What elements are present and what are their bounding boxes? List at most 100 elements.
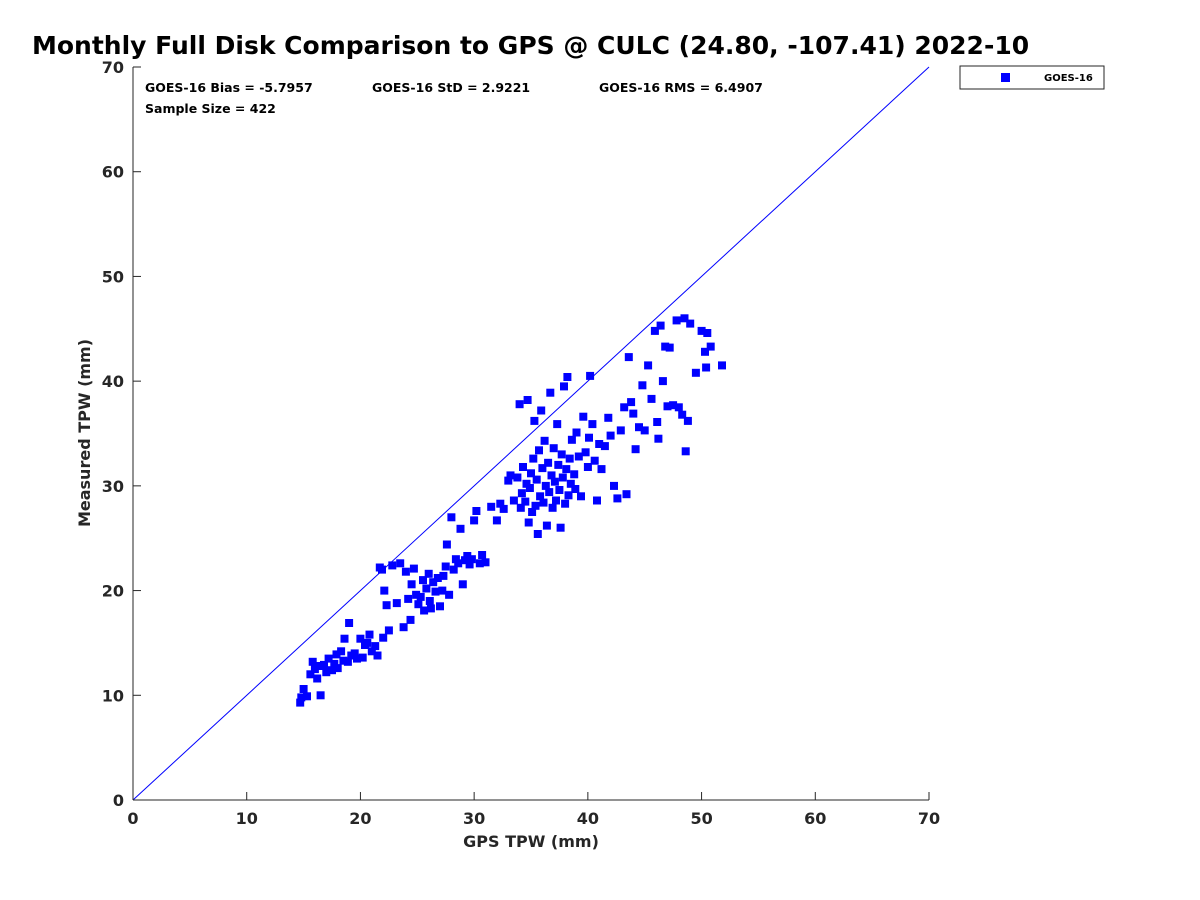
- axes: [132, 67, 929, 801]
- data-point-0-107: [537, 406, 546, 415]
- y-tick-label: 60: [102, 163, 124, 182]
- data-point-0-19: [340, 634, 349, 643]
- y-tick-label: 40: [102, 372, 124, 391]
- data-point-0-181: [683, 416, 692, 425]
- data-point-0-84: [499, 504, 508, 513]
- data-point-0-12: [324, 654, 333, 663]
- reference-line-layer: [132, 66, 930, 801]
- data-point-0-56: [426, 604, 435, 613]
- chart-title: Monthly Full Disk Comparison to GPS @ CU…: [32, 31, 1029, 60]
- data-point-0-188: [718, 361, 726, 370]
- data-point-0-135: [570, 470, 579, 479]
- y-tick-label: 0: [113, 791, 124, 810]
- data-point-0-139: [577, 492, 585, 501]
- data-point-0-155: [616, 426, 625, 435]
- data-point-0-130: [563, 373, 572, 381]
- y-tick-label: 20: [102, 582, 124, 601]
- data-point-0-118: [549, 444, 558, 453]
- data-point-0-163: [638, 381, 647, 390]
- data-point-0-65: [445, 590, 454, 599]
- data-point-0-93: [521, 497, 530, 506]
- data-point-0-174: [665, 343, 674, 352]
- data-point-0-61: [438, 586, 447, 595]
- data-point-0-91: [517, 489, 526, 498]
- data-point-0-64: [442, 540, 451, 549]
- data-point-0-182: [686, 319, 695, 328]
- data-point-0-2: [299, 685, 308, 693]
- data-point-0-178: [678, 410, 687, 419]
- data-point-0-131: [564, 491, 573, 500]
- data-point-0-80: [481, 558, 490, 567]
- data-point-0-50: [416, 592, 425, 601]
- data-point-0-20: [343, 657, 352, 666]
- data-point-0-54: [424, 569, 433, 578]
- data-point-0-15: [332, 650, 341, 659]
- data-point-0-41: [396, 559, 405, 568]
- y-axis-label: Measured TPW (mm): [75, 339, 94, 527]
- data-point-0-125: [557, 450, 566, 459]
- data-point-0-151: [604, 413, 613, 422]
- marker-layer: [296, 314, 726, 707]
- data-point-0-30: [367, 647, 376, 656]
- data-point-0-169: [654, 434, 663, 443]
- data-point-0-157: [622, 490, 631, 499]
- data-point-0-48: [412, 590, 421, 599]
- data-point-0-3: [303, 692, 311, 701]
- data-point-0-37: [382, 601, 391, 610]
- data-point-0-77: [472, 507, 481, 515]
- data-point-0-144: [586, 371, 595, 380]
- data-point-0-29: [365, 630, 374, 639]
- data-point-0-71: [458, 580, 467, 589]
- data-point-0-105: [535, 446, 543, 455]
- data-point-0-78: [475, 559, 484, 568]
- x-tick-label: 0: [127, 809, 138, 828]
- data-point-0-143: [585, 433, 593, 442]
- data-point-0-175: [669, 401, 678, 410]
- data-point-0-119: [550, 477, 559, 486]
- data-point-0-39: [388, 561, 397, 570]
- data-point-0-85: [504, 476, 513, 485]
- data-point-0-189: [702, 363, 711, 372]
- data-point-0-117: [548, 503, 557, 512]
- data-point-0-38: [384, 626, 393, 635]
- data-point-0-72: [461, 556, 469, 565]
- data-point-0-86: [506, 471, 515, 480]
- data-point-0-142: [583, 463, 592, 471]
- data-point-0-32: [373, 651, 382, 660]
- data-point-0-35: [379, 633, 388, 642]
- std-stat: GOES-16 StD = 2.9221: [372, 80, 530, 95]
- data-point-0-100: [529, 454, 538, 463]
- data-point-0-6: [310, 665, 319, 674]
- data-point-0-185: [701, 347, 709, 356]
- data-point-0-152: [606, 431, 615, 440]
- data-point-0-166: [647, 394, 656, 403]
- data-point-0-159: [627, 398, 636, 407]
- data-point-0-114: [545, 488, 554, 497]
- data-point-0-141: [581, 448, 590, 457]
- data-point-0-149: [597, 465, 606, 474]
- data-point-0-52: [420, 606, 429, 615]
- data-point-0-183: [691, 368, 700, 377]
- data-point-0-23: [350, 649, 359, 658]
- data-point-0-59: [433, 574, 442, 582]
- data-point-0-146: [590, 456, 599, 465]
- data-point-0-43: [401, 567, 410, 576]
- data-point-0-55: [425, 597, 434, 605]
- data-point-0-8: [315, 662, 324, 670]
- data-point-0-115: [546, 388, 555, 397]
- data-point-0-53: [422, 584, 431, 593]
- data-point-0-13: [328, 666, 336, 675]
- data-point-0-134: [567, 435, 576, 444]
- data-point-0-160: [629, 409, 638, 418]
- data-point-0-120: [552, 496, 560, 505]
- data-point-0-167: [650, 326, 659, 335]
- data-point-0-17: [337, 647, 346, 656]
- data-point-0-153: [610, 481, 618, 490]
- data-point-0-74: [465, 560, 474, 569]
- data-point-0-147: [593, 496, 601, 505]
- data-point-0-44: [404, 594, 413, 603]
- data-point-0-16: [333, 664, 342, 673]
- data-point-0-165: [644, 361, 653, 370]
- data-point-0-70: [456, 524, 465, 533]
